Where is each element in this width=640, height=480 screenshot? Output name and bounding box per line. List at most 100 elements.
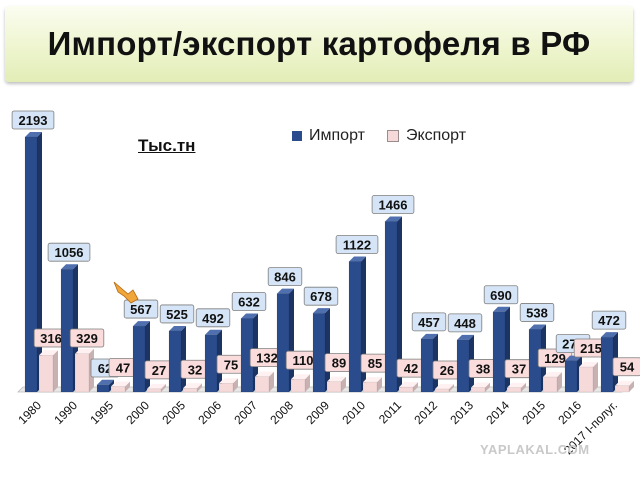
label-export-8: 89 <box>332 356 346 371</box>
label-import-3: 567 <box>130 302 152 317</box>
label-import-11: 457 <box>418 315 440 330</box>
label-import-8: 678 <box>310 289 332 304</box>
label-import-4-box <box>159 304 195 324</box>
label-import-5: 492 <box>202 311 224 326</box>
bar-export-6-top <box>255 371 274 377</box>
label-import-13-box <box>483 285 519 305</box>
x-tick-label-15: 2016 <box>555 398 584 427</box>
bar-export-5-side <box>233 378 238 392</box>
label-export-9: 85 <box>368 356 382 371</box>
label-export-13: 37 <box>512 362 526 377</box>
legend-swatch-import <box>292 131 302 141</box>
bar-export-10 <box>398 386 414 393</box>
legend-label-export: Экспорт <box>405 127 467 144</box>
label-import-1: 1056 <box>55 245 84 260</box>
label-import-16: 472 <box>598 313 620 328</box>
bar-import-5-top <box>205 329 222 335</box>
bar-import-8-top <box>313 308 330 314</box>
bar-import-14-top <box>529 324 546 330</box>
bar-import-4 <box>168 330 182 393</box>
x-tick-label-8: 2009 <box>303 398 332 427</box>
label-import-8-box <box>303 286 339 306</box>
label-import-7-box <box>267 267 303 287</box>
bar-export-0 <box>38 355 54 393</box>
bar-export-10-top <box>399 382 418 388</box>
bar-import-6-top <box>241 313 258 319</box>
x-tick-label-5: 2006 <box>195 398 224 427</box>
bar-export-12 <box>470 387 486 393</box>
label-export-5: 75 <box>224 357 238 372</box>
bar-export-13-top <box>507 382 526 388</box>
bar-export-3 <box>146 388 162 393</box>
bar-export-3-top <box>147 383 166 389</box>
label-export-4: 32 <box>188 362 202 377</box>
x-tick-label-9: 2010 <box>339 398 368 427</box>
bar-export-9 <box>362 381 378 393</box>
bar-export-15 <box>578 366 594 393</box>
label-export-15: 215 <box>580 341 602 356</box>
bar-export-13 <box>506 387 522 393</box>
label-import-0-box <box>11 110 55 130</box>
bar-export-9-side <box>377 377 382 392</box>
bar-export-4-side <box>197 383 202 392</box>
bar-export-14 <box>542 376 558 393</box>
bar-import-3-top <box>133 321 150 327</box>
bar-export-7-side <box>305 374 310 392</box>
bar-import-7-side <box>289 288 294 392</box>
bar-export-8-top <box>327 376 346 382</box>
bar-export-12-side <box>485 382 490 392</box>
bar-export-10-side <box>413 382 418 392</box>
bar-export-0-side <box>53 350 58 392</box>
bar-export-13-side <box>521 382 526 392</box>
label-import-3-box <box>123 299 159 319</box>
bar-export-15-top <box>579 362 598 367</box>
bar-import-4-side <box>181 325 186 392</box>
label-import-11-box <box>411 312 447 332</box>
bar-import-4-top <box>169 325 186 331</box>
label-import-10: 1466 <box>379 198 408 213</box>
bar-import-11-top <box>421 333 438 339</box>
label-import-4: 525 <box>166 307 188 322</box>
legend-swatch-export <box>386 130 399 142</box>
bar-import-0-top <box>25 132 42 137</box>
bar-export-1-top <box>75 348 94 354</box>
bar-export-8 <box>326 381 342 393</box>
label-export-2: 47 <box>116 361 130 376</box>
bar-export-11 <box>434 388 450 393</box>
x-tick-label-13: 2014 <box>483 398 512 427</box>
label-import-1-box <box>47 242 91 262</box>
label-export-3: 27 <box>152 363 166 378</box>
label-import-14: 538 <box>526 305 548 320</box>
bar-import-9 <box>348 261 362 393</box>
x-tick-label-6: 2007 <box>231 398 260 427</box>
label-import-9-box <box>335 235 379 254</box>
x-tick-label-14: 2015 <box>519 398 548 427</box>
label-export-1-box <box>69 328 105 348</box>
label-import-16-box <box>591 310 627 330</box>
label-export-7: 110 <box>293 353 314 368</box>
bar-import-2-top <box>97 379 114 385</box>
label-import-7: 846 <box>274 270 296 285</box>
bar-import-7 <box>276 293 290 393</box>
bar-export-3-side <box>161 383 166 392</box>
bar-export-7 <box>290 378 306 393</box>
bar-export-11-side <box>449 383 454 392</box>
x-tick-label-3: 2000 <box>123 398 152 427</box>
label-import-6: 632 <box>238 295 260 310</box>
legend-item-import: Импорт <box>292 127 365 145</box>
unit-label: Тыс.тн <box>138 136 196 155</box>
label-export-16: 54 <box>620 360 635 375</box>
x-tick-label-11: 2012 <box>411 398 440 427</box>
bar-import-2-side <box>109 379 114 392</box>
label-import-6-box <box>231 292 267 311</box>
bar-export-5 <box>218 383 234 393</box>
bar-import-10-top <box>385 216 402 222</box>
bar-export-2-top <box>111 381 130 387</box>
label-export-14: 129 <box>544 351 566 366</box>
pointer-hand-icon <box>113 281 139 304</box>
label-import-10-box <box>371 195 415 214</box>
label-import-14-box <box>519 303 555 322</box>
label-export-10: 42 <box>404 361 418 376</box>
x-tick-label-1: 1990 <box>51 398 80 427</box>
